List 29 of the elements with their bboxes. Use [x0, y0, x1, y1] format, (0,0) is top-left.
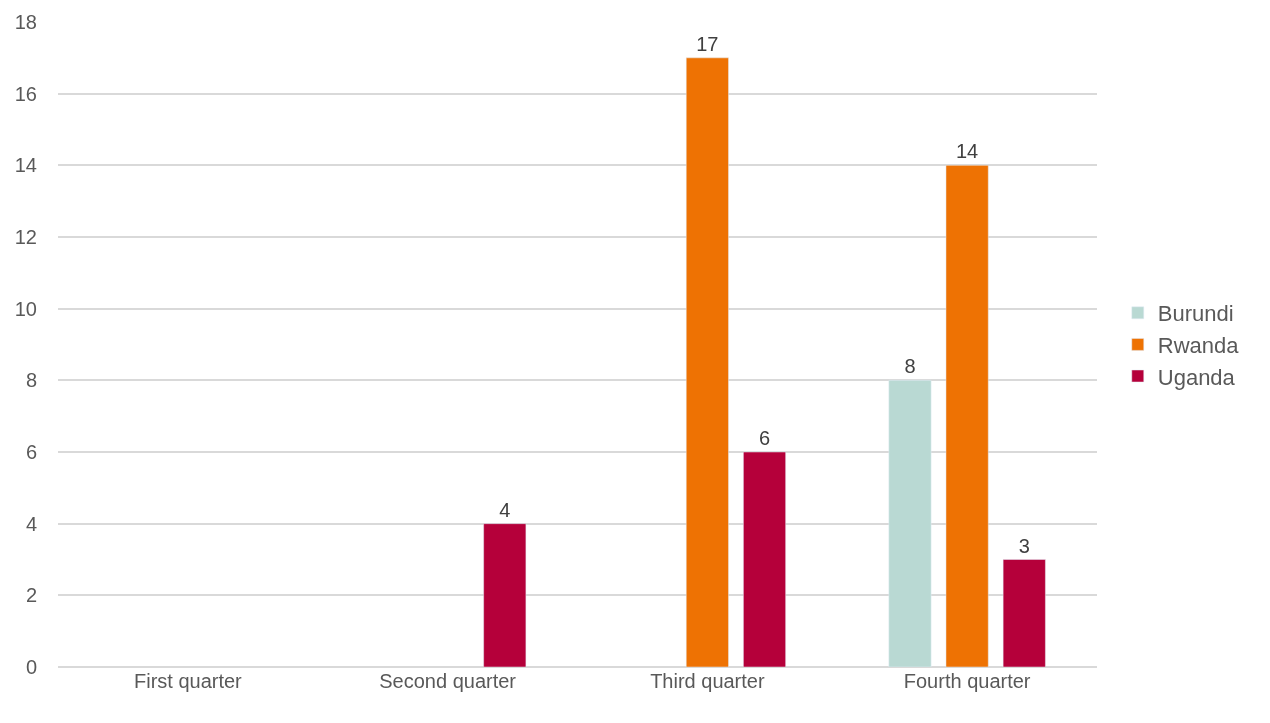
y-tick-label: 8	[25, 369, 37, 392]
bar	[1002, 559, 1046, 667]
y-tick-label: 10	[14, 297, 37, 320]
y-tick-label: 16	[14, 82, 37, 105]
legend-label: Burundi	[1157, 301, 1234, 327]
data-label: 17	[696, 32, 719, 55]
bar	[685, 57, 729, 667]
legend-label: Rwanda	[1157, 332, 1240, 358]
x-tick-label: Fourth quarter	[903, 670, 1031, 692]
legend-label: Uganda	[1157, 364, 1236, 390]
y-tick-label: 6	[25, 441, 37, 463]
y-tick-label: 18	[14, 11, 37, 33]
bar	[483, 523, 527, 667]
y-tick-label: 12	[14, 226, 37, 248]
data-label: 4	[499, 498, 511, 521]
bar	[888, 380, 932, 667]
y-tick-label: 4	[25, 512, 37, 535]
y-tick-label: 2	[25, 584, 37, 607]
data-label: 8	[904, 355, 916, 378]
bar	[945, 165, 989, 667]
data-label: 6	[758, 427, 771, 449]
data-label: 14	[956, 140, 979, 163]
y-tick-label: 14	[14, 154, 37, 177]
x-tick-label: Second quarter	[379, 670, 517, 692]
y-tick-label: 0	[25, 656, 37, 678]
bar	[743, 451, 786, 667]
data-label: 3	[1018, 534, 1030, 557]
x-tick-label: First quarter	[133, 670, 243, 692]
x-tick-label: Third quarter	[650, 670, 765, 692]
